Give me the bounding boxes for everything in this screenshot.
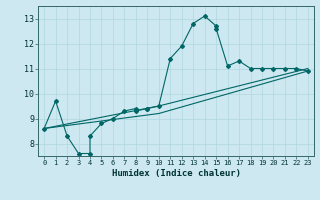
X-axis label: Humidex (Indice chaleur): Humidex (Indice chaleur) [111, 169, 241, 178]
